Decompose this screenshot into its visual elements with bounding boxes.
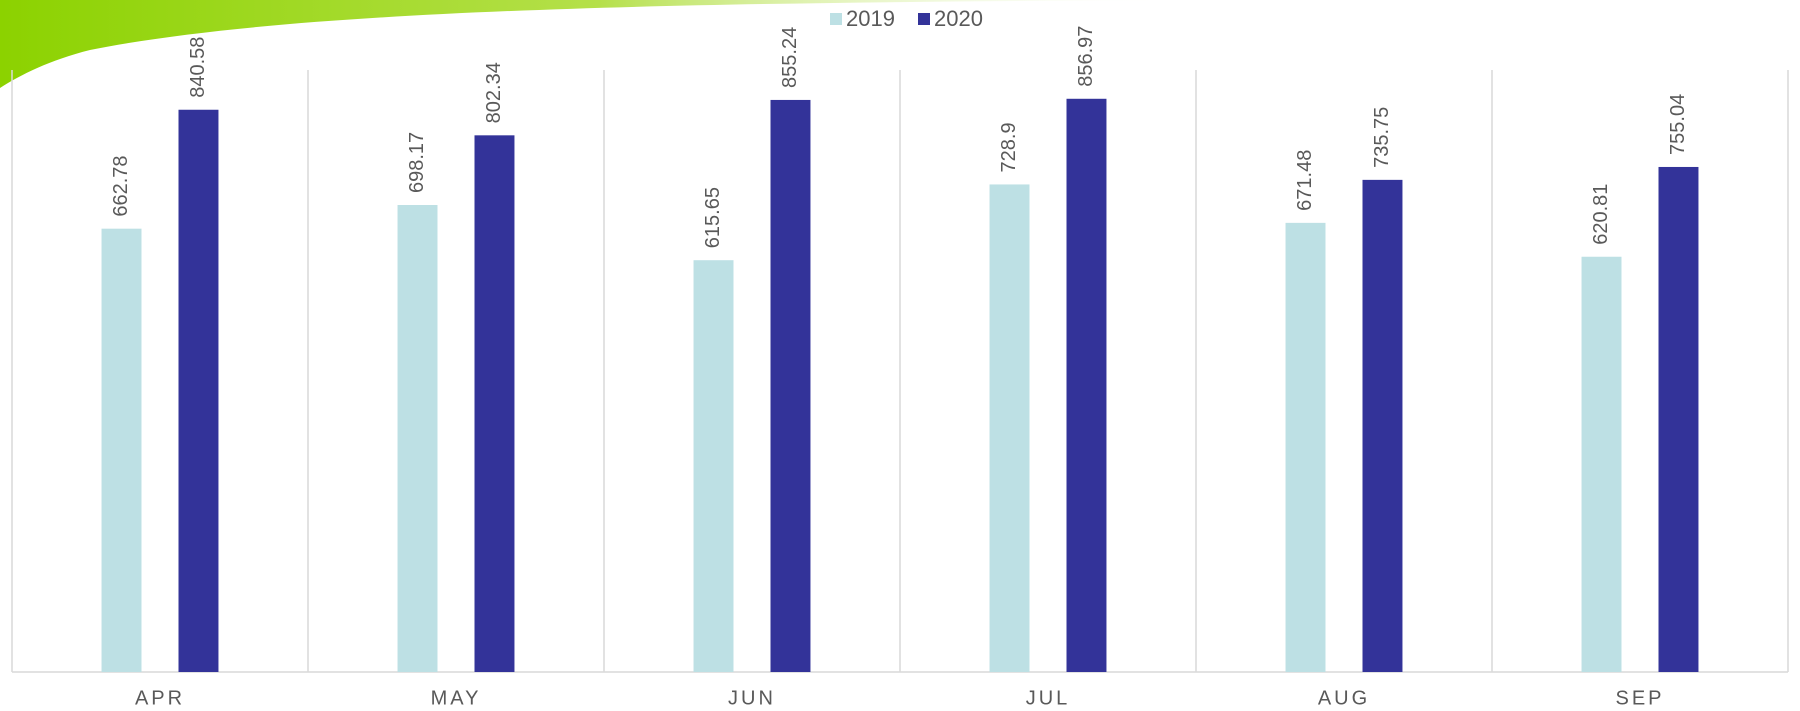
data-label: 662.78 [110, 156, 132, 217]
bar [1285, 222, 1326, 672]
bar [989, 184, 1030, 672]
x-tick-label: SEP [1615, 687, 1664, 709]
legend-swatch [830, 13, 842, 25]
decor-swoosh [0, 0, 1200, 88]
x-tick-label: JUL [1026, 687, 1071, 709]
data-label: 698.17 [406, 132, 428, 193]
x-tick-label: JUN [728, 687, 776, 709]
data-label: 728.9 [998, 122, 1020, 172]
data-label: 856.97 [1075, 26, 1097, 87]
bar [1581, 256, 1622, 672]
data-label: 620.81 [1590, 184, 1612, 245]
bar [178, 109, 219, 673]
legend-swatch [918, 13, 930, 25]
bar [1066, 98, 1107, 672]
bar [474, 135, 515, 673]
x-tick-label: MAY [431, 687, 482, 709]
bar [101, 228, 142, 672]
data-label: 615.65 [702, 187, 724, 248]
data-label: 671.48 [1294, 150, 1316, 211]
legend-label: 2020 [934, 6, 983, 31]
data-label: 855.24 [779, 27, 801, 88]
bar [397, 205, 438, 673]
bar [1658, 166, 1699, 672]
data-label: 735.75 [1371, 107, 1393, 168]
bar [693, 260, 734, 672]
x-tick-label: AUG [1318, 687, 1370, 709]
data-label: 755.04 [1667, 94, 1689, 155]
bar [1362, 179, 1403, 673]
data-label: 802.34 [483, 62, 505, 123]
legend-label: 2019 [846, 6, 895, 31]
data-label: 840.58 [187, 37, 209, 98]
bar [770, 99, 811, 673]
x-tick-label: APR [135, 687, 185, 709]
